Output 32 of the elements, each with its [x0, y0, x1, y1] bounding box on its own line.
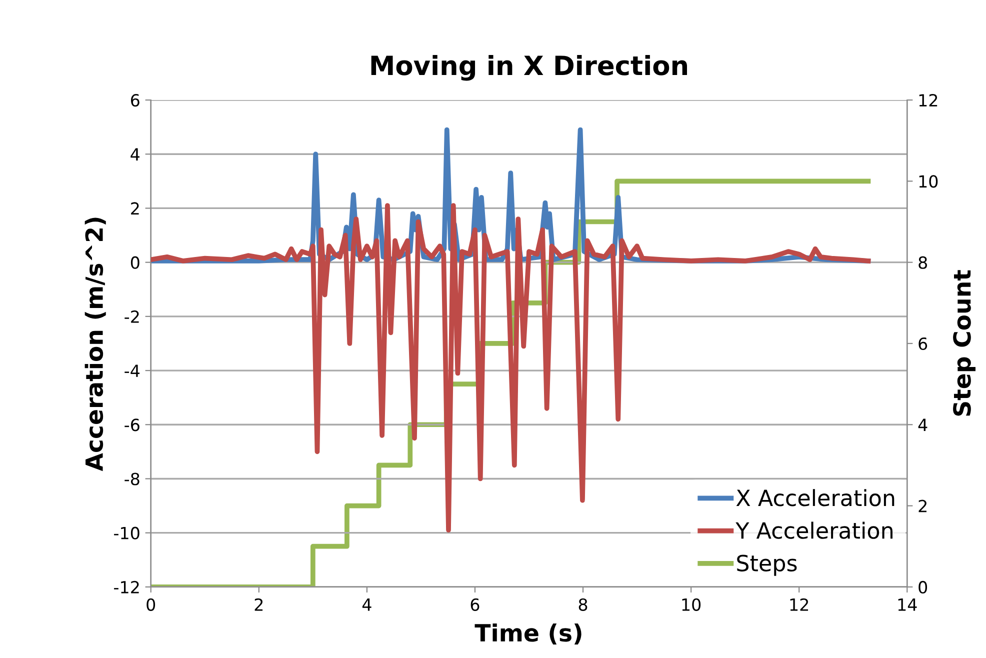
y2-tick-label: 8	[918, 256, 927, 269]
x-tick-label: 10	[682, 598, 701, 611]
y2-tick-label: 4	[918, 418, 928, 431]
y2-tick-label: 0	[918, 580, 928, 594]
x-tick-label: 14	[898, 598, 917, 611]
legend-label: Steps	[737, 554, 797, 576]
y2-tick-label: 6	[918, 337, 928, 350]
y-tick-label: 2	[131, 202, 139, 215]
x-tick-label: 0	[146, 598, 156, 611]
y-tick-label: -4	[124, 364, 140, 377]
y2-axis-title: Step Count	[953, 270, 976, 416]
y-tick-label: 0	[130, 256, 140, 269]
chart-title: Moving in X Direction	[371, 54, 687, 81]
x-tick-label: 8	[578, 598, 588, 611]
x-tick-label: 6	[470, 598, 480, 611]
legend-label: Y Acceleration	[736, 522, 892, 539]
x-tick-label: 12	[790, 598, 808, 611]
legend-label: X Acceleration	[736, 489, 894, 506]
y-tick-label: 4	[130, 148, 140, 160]
x-axis-title: Time (s)	[474, 623, 582, 645]
y2-tick-label: 10	[919, 175, 938, 188]
y-tick-label: -6	[124, 418, 140, 432]
y-tick-label: 6	[131, 94, 140, 107]
x-tick-label: 2	[254, 598, 263, 611]
y2-tick-label: 2	[918, 500, 926, 512]
y-tick-label: -8	[124, 472, 140, 486]
x-tick-label: 4	[362, 598, 372, 611]
y-tick-label: -2	[124, 310, 139, 323]
y2-tick-label: 12	[919, 94, 938, 106]
y-axis-title: Acceration (m/s^2)	[84, 218, 106, 472]
y-tick-label: -12	[114, 580, 139, 594]
y-tick-label: -10	[114, 526, 140, 540]
